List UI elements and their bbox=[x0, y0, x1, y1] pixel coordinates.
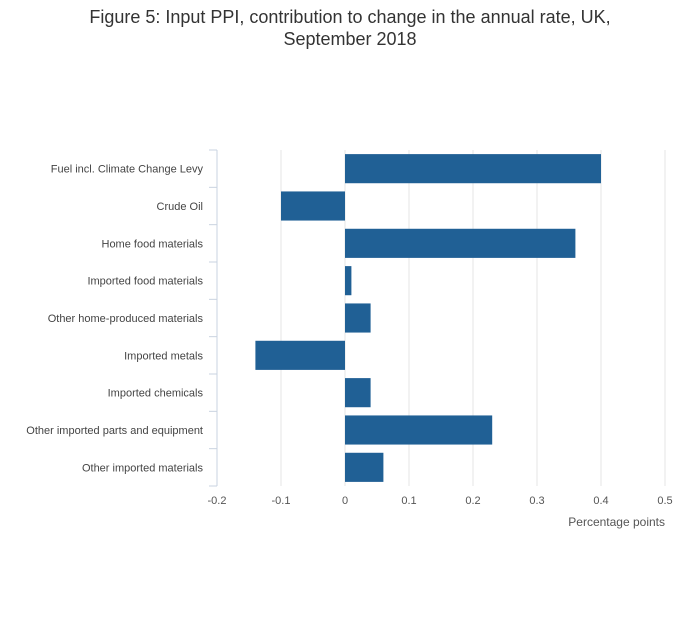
chart-title: Figure 5: Input PPI, contribution to cha… bbox=[0, 6, 700, 50]
category-label: Crude Oil bbox=[157, 201, 203, 213]
category-label: Other imported materials bbox=[82, 462, 204, 474]
chart-title-line-1: Figure 5: Input PPI, contribution to cha… bbox=[89, 7, 611, 27]
x-tick-label: 0.1 bbox=[401, 495, 416, 507]
x-tick-label: 0.2 bbox=[465, 495, 480, 507]
category-label: Imported metals bbox=[124, 350, 203, 362]
category-label: Imported chemicals bbox=[108, 388, 204, 400]
category-labels: Fuel incl. Climate Change Levy Crude Oil H… bbox=[26, 164, 203, 475]
bar[interactable] bbox=[345, 415, 493, 445]
bar[interactable] bbox=[255, 340, 345, 370]
bar[interactable] bbox=[345, 266, 352, 296]
x-tick-label: 0 bbox=[342, 495, 348, 507]
bar[interactable] bbox=[281, 191, 345, 221]
category-label: Other home-produced materials bbox=[48, 313, 204, 325]
x-tick-label: 0.4 bbox=[593, 495, 608, 507]
chart-title-line-2: September 2018 bbox=[283, 29, 417, 49]
bar[interactable] bbox=[345, 452, 384, 482]
x-tick-label: 0.5 bbox=[657, 495, 672, 507]
bar[interactable] bbox=[345, 303, 371, 333]
x-axis-title: Percentage points bbox=[568, 515, 665, 529]
bar[interactable] bbox=[345, 154, 601, 184]
category-label: Imported food materials bbox=[87, 276, 203, 288]
bar[interactable] bbox=[345, 228, 576, 258]
x-tick-label: 0.3 bbox=[529, 495, 544, 507]
bars bbox=[255, 154, 601, 482]
x-tick-labels: -0.2 -0.1 0 0.1 0.2 0.3 0.4 0.5 bbox=[208, 495, 673, 507]
bar[interactable] bbox=[345, 378, 371, 408]
category-axis bbox=[209, 149, 218, 487]
x-tick-label: -0.2 bbox=[208, 495, 227, 507]
category-label: Other imported parts and equipment bbox=[26, 425, 203, 437]
category-label: Home food materials bbox=[102, 238, 204, 250]
x-tick-label: -0.1 bbox=[272, 495, 291, 507]
category-label: Fuel incl. Climate Change Levy bbox=[51, 164, 204, 176]
